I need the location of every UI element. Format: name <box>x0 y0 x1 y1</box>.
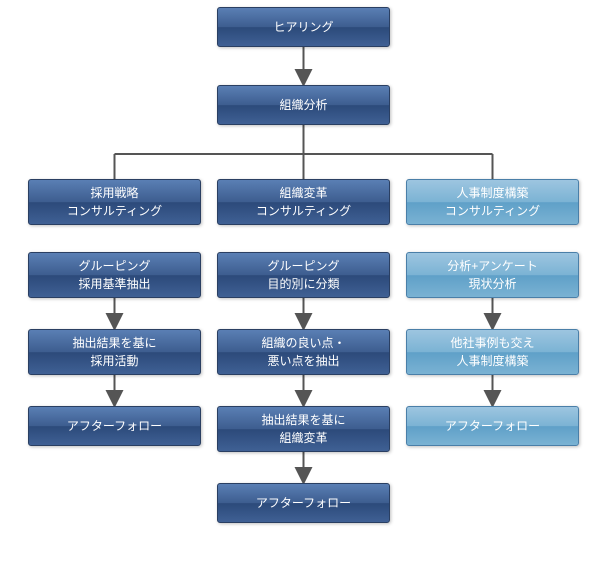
node-label: グルーピング 採用基準抽出 <box>78 257 150 293</box>
node-col2_d: 抽出結果を基に 組織変革 <box>217 406 390 452</box>
node-col3_c: 他社事例も交え 人事制度構築 <box>406 329 579 375</box>
node-label: 採用戦略 コンサルティング <box>67 184 162 220</box>
node-bunseki: 組織分析 <box>217 85 390 125</box>
node-label: 抽出結果を基に 組織変革 <box>261 411 345 447</box>
node-col2_b: グルーピング 目的別に分類 <box>217 252 390 298</box>
node-label: 他社事例も交え 人事制度構築 <box>450 334 534 370</box>
node-label: アフターフォロー <box>256 494 351 512</box>
node-label: 抽出結果を基に 採用活動 <box>72 334 156 370</box>
node-label: 組織変革 コンサルティング <box>256 184 351 220</box>
node-hearing: ヒアリング <box>217 7 390 47</box>
node-col1_b: グルーピング 採用基準抽出 <box>28 252 201 298</box>
node-label: アフターフォロー <box>445 417 540 435</box>
node-label: 人事制度構築 コンサルティング <box>445 184 540 220</box>
node-label: 分析+アンケート 現状分析 <box>447 257 538 293</box>
node-col3_b: 分析+アンケート 現状分析 <box>406 252 579 298</box>
node-label: ヒアリング <box>273 18 333 36</box>
node-col2_e: アフターフォロー <box>217 483 390 523</box>
node-label: グルーピング 目的別に分類 <box>267 257 339 293</box>
node-label: 組織の良い点・ 悪い点を抽出 <box>261 334 345 370</box>
node-col1_a: 採用戦略 コンサルティング <box>28 179 201 225</box>
node-col2_c: 組織の良い点・ 悪い点を抽出 <box>217 329 390 375</box>
node-col3_d: アフターフォロー <box>406 406 579 446</box>
node-label: アフターフォロー <box>67 417 162 435</box>
node-label: 組織分析 <box>279 96 327 114</box>
node-col1_d: アフターフォロー <box>28 406 201 446</box>
node-col3_a: 人事制度構築 コンサルティング <box>406 179 579 225</box>
node-col2_a: 組織変革 コンサルティング <box>217 179 390 225</box>
node-col1_c: 抽出結果を基に 採用活動 <box>28 329 201 375</box>
